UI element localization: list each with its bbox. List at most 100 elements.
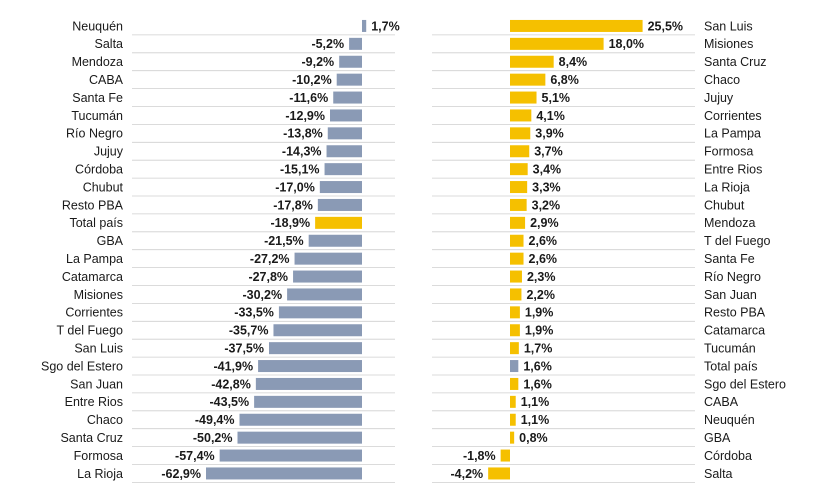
right-value-label-rio-negro: 2,3% bbox=[527, 270, 556, 284]
right-bar-resto-pba bbox=[510, 306, 520, 319]
right-category-label-tucuman: Tucumán bbox=[704, 341, 756, 355]
right-category-label-la-pampa: La Pampa bbox=[704, 127, 761, 141]
right-bar-la-pampa bbox=[510, 127, 531, 140]
right-bar-salta bbox=[488, 467, 510, 480]
left-bar-la-rioja bbox=[206, 467, 362, 480]
right-bar-san-luis bbox=[510, 19, 643, 32]
left-category-label-t-del-fuego: T del Fuego bbox=[57, 324, 124, 338]
left-category-label-san-luis: San Luis bbox=[74, 341, 123, 355]
right-bar-jujuy bbox=[510, 91, 537, 104]
left-bar-misiones bbox=[287, 288, 362, 301]
left-category-label-catamarca: Catamarca bbox=[62, 270, 123, 284]
right-value-label-misiones: 18,0% bbox=[609, 37, 644, 51]
left-bar-rio-negro bbox=[327, 127, 362, 140]
left-value-label-corrientes: -33,5% bbox=[234, 306, 274, 320]
left-category-label-santa-fe: Santa Fe bbox=[72, 91, 123, 105]
right-bar-gba bbox=[510, 431, 515, 444]
right-category-label-sgo-del-estero: Sgo del Estero bbox=[704, 377, 786, 391]
left-value-label-cordoba: -15,1% bbox=[280, 162, 320, 176]
left-chart: Neuquén 1,7% Salta -5,2% Mendoza -9,2% CABA -10… bbox=[41, 19, 400, 483]
right-value-label-corrientes: 4,1% bbox=[536, 109, 565, 123]
right-category-label-salta: Salta bbox=[704, 467, 733, 481]
right-bar-cordoba bbox=[500, 449, 510, 462]
right-value-label-la-pampa: 3,9% bbox=[535, 127, 564, 141]
left-bar-formosa bbox=[219, 449, 362, 462]
left-bar-san-juan bbox=[255, 377, 362, 390]
left-category-label-chubut: Chubut bbox=[83, 180, 124, 194]
right-bar-mendoza bbox=[510, 216, 526, 229]
right-bar-chubut bbox=[510, 198, 527, 211]
left-value-label-entre-rios: -43,5% bbox=[210, 395, 250, 409]
left-category-label-la-pampa: La Pampa bbox=[66, 252, 123, 266]
right-bar-santa-cruz bbox=[510, 55, 554, 68]
left-bar-neuquen bbox=[362, 19, 367, 32]
right-value-label-la-rioja: 3,3% bbox=[532, 180, 561, 194]
left-value-label-san-juan: -42,8% bbox=[211, 377, 251, 391]
left-value-label-san-luis: -37,5% bbox=[224, 341, 264, 355]
left-bar-mendoza bbox=[339, 55, 362, 68]
left-bar-la-pampa bbox=[294, 252, 362, 265]
right-category-label-catamarca: Catamarca bbox=[704, 324, 765, 338]
left-category-label-chaco: Chaco bbox=[87, 413, 123, 427]
left-bar-corrientes bbox=[278, 306, 362, 319]
right-category-label-chaco: Chaco bbox=[704, 73, 740, 87]
left-value-label-chaco: -49,4% bbox=[195, 413, 235, 427]
right-value-label-jujuy: 5,1% bbox=[542, 91, 571, 105]
right-bar-rio-negro bbox=[510, 270, 522, 283]
left-bar-total-pais bbox=[315, 216, 362, 229]
right-value-label-total-pais: 1,6% bbox=[523, 359, 552, 373]
right-value-label-resto-pba: 1,9% bbox=[525, 306, 554, 320]
left-value-label-gba: -21,5% bbox=[264, 234, 304, 248]
left-value-label-santa-fe: -11,6% bbox=[289, 91, 328, 105]
left-value-label-t-del-fuego: -35,7% bbox=[229, 324, 269, 338]
right-category-label-total-pais: Total país bbox=[704, 359, 758, 373]
right-category-label-misiones: Misiones bbox=[704, 37, 753, 51]
right-category-label-mendoza: Mendoza bbox=[704, 216, 755, 230]
right-value-label-sgo-del-estero: 1,6% bbox=[523, 377, 552, 391]
left-value-label-total-pais: -18,9% bbox=[271, 216, 311, 230]
right-bar-neuquen bbox=[510, 413, 516, 426]
right-bar-tucuman bbox=[510, 342, 519, 355]
right-chart: San Luis 25,5% Misiones 18,0% Santa Cruz 8,4%… bbox=[432, 19, 786, 483]
left-category-label-san-juan: San Juan bbox=[70, 377, 123, 391]
left-value-label-neuquen: 1,7% bbox=[371, 19, 400, 33]
left-category-label-santa-cruz: Santa Cruz bbox=[60, 431, 123, 445]
right-bar-santa-fe bbox=[510, 252, 524, 265]
left-bar-caba bbox=[336, 73, 362, 86]
left-bar-sgo-del-estero bbox=[258, 360, 362, 373]
left-category-label-sgo-del-estero: Sgo del Estero bbox=[41, 359, 123, 373]
left-value-label-mendoza: -9,2% bbox=[302, 55, 335, 69]
left-bar-entre-rios bbox=[254, 395, 362, 408]
right-value-label-neuquen: 1,1% bbox=[521, 413, 550, 427]
left-bar-tucuman bbox=[330, 109, 362, 122]
right-bar-chaco bbox=[510, 73, 546, 86]
right-category-label-t-del-fuego: T del Fuego bbox=[704, 234, 771, 248]
left-category-label-la-rioja: La Rioja bbox=[77, 467, 123, 481]
right-category-label-corrientes: Corrientes bbox=[704, 109, 762, 123]
left-category-label-rio-negro: Río Negro bbox=[66, 127, 123, 141]
left-value-label-la-pampa: -27,2% bbox=[250, 252, 290, 266]
left-value-label-jujuy: -14,3% bbox=[282, 145, 322, 159]
right-category-label-santa-fe: Santa Fe bbox=[704, 252, 755, 266]
left-category-label-mendoza: Mendoza bbox=[72, 55, 123, 69]
left-category-label-corrientes: Corrientes bbox=[65, 306, 123, 320]
left-category-label-caba: CABA bbox=[89, 73, 124, 87]
right-category-label-san-juan: San Juan bbox=[704, 288, 757, 302]
right-value-label-san-luis: 25,5% bbox=[648, 19, 683, 33]
right-category-label-neuquen: Neuquén bbox=[704, 413, 755, 427]
left-category-label-tucuman: Tucumán bbox=[71, 109, 123, 123]
right-value-label-san-juan: 2,2% bbox=[526, 288, 555, 302]
left-category-label-neuquen: Neuquén bbox=[72, 19, 123, 33]
right-bar-entre-rios bbox=[510, 163, 528, 176]
right-category-label-formosa: Formosa bbox=[704, 145, 753, 159]
left-value-label-salta: -5,2% bbox=[311, 37, 344, 51]
right-value-label-tucuman: 1,7% bbox=[524, 341, 553, 355]
left-value-label-caba: -10,2% bbox=[292, 73, 332, 87]
right-category-label-la-rioja: La Rioja bbox=[704, 180, 750, 194]
right-value-label-t-del-fuego: 2,6% bbox=[529, 234, 558, 248]
right-category-label-cordoba: Córdoba bbox=[704, 449, 752, 463]
right-value-label-entre-rios: 3,4% bbox=[533, 162, 562, 176]
right-bar-la-rioja bbox=[510, 181, 528, 194]
right-value-label-salta: -4,2% bbox=[451, 467, 484, 481]
